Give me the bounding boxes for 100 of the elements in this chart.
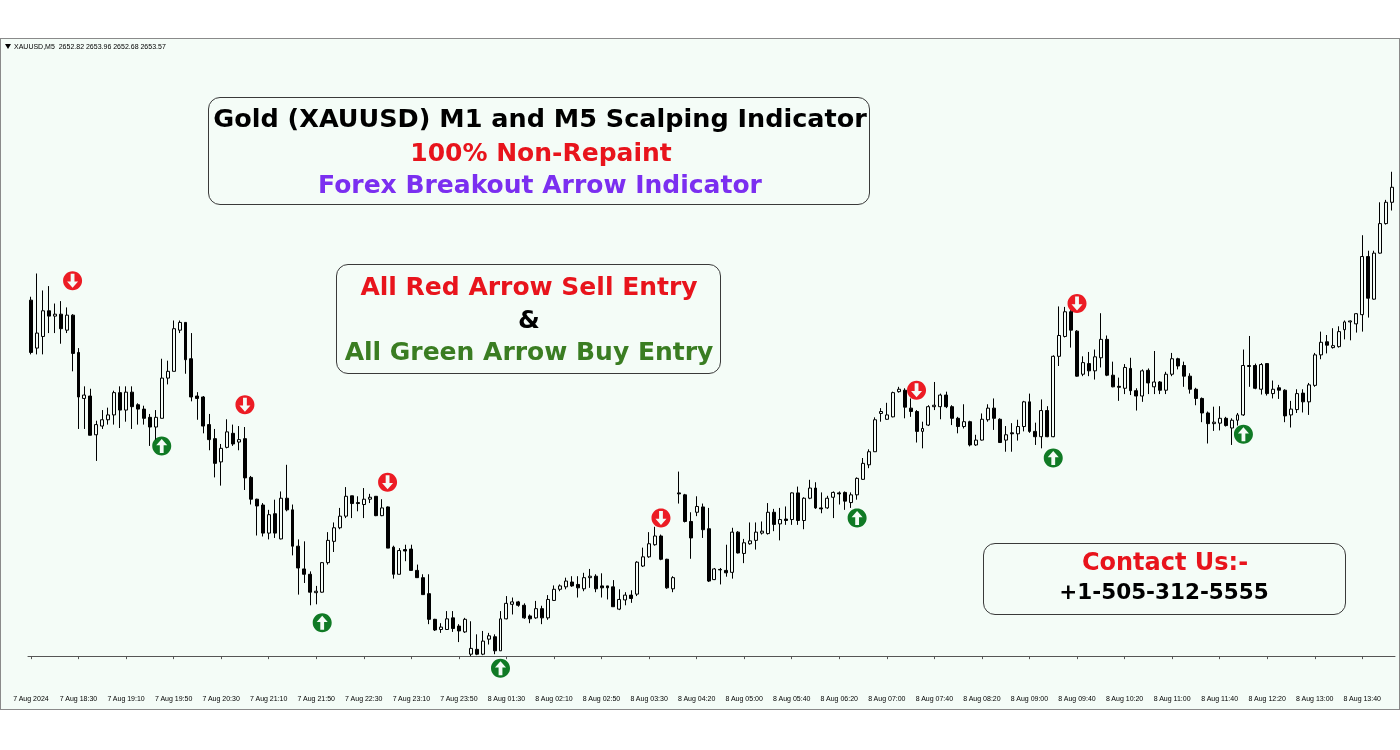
candlestick	[998, 417, 1002, 444]
candlestick	[1140, 368, 1144, 403]
candlestick	[814, 481, 817, 510]
candlestick	[237, 425, 241, 451]
candlestick	[1010, 422, 1014, 453]
candlestick	[374, 495, 378, 517]
candlestick	[653, 526, 657, 547]
candlestick	[1206, 411, 1210, 444]
candlestick	[1265, 362, 1269, 397]
point	[847, 508, 867, 528]
candlestick	[1152, 350, 1156, 395]
candlestick	[831, 490, 835, 519]
candlestick	[451, 610, 455, 633]
candlestick	[742, 538, 746, 564]
candlestick	[1099, 312, 1103, 368]
candlestick	[659, 534, 663, 561]
candlestick	[302, 540, 306, 584]
candlestick	[231, 424, 235, 447]
candlestick	[201, 395, 205, 434]
candlestick	[1366, 250, 1370, 319]
candlestick	[1051, 354, 1055, 438]
candlestick	[267, 509, 271, 540]
candlestick	[992, 397, 996, 431]
candlestick	[142, 405, 146, 426]
candlestick	[1319, 331, 1323, 360]
candlestick	[392, 545, 395, 580]
candlestick	[921, 421, 924, 449]
candlestick	[1164, 371, 1168, 395]
candlestick	[1212, 406, 1216, 432]
candlestick	[522, 602, 526, 620]
annotation: All Red Arrow Sell Entry	[360, 271, 698, 301]
candlestick	[53, 303, 57, 334]
candlestick	[724, 544, 728, 578]
candlestick	[819, 491, 823, 514]
candlestick	[1241, 349, 1245, 417]
candlestick	[1146, 367, 1150, 395]
candlestick	[255, 498, 259, 537]
candlestick	[558, 583, 562, 592]
candlestick	[219, 443, 223, 487]
candlestick	[861, 457, 865, 481]
candlestick	[1134, 387, 1138, 412]
candlestick	[796, 486, 800, 526]
candlestick	[291, 504, 294, 556]
candlestick	[665, 558, 669, 590]
candlestick	[855, 476, 859, 501]
candlestick	[184, 321, 187, 375]
candlestick	[588, 568, 592, 589]
candlestick	[356, 495, 360, 512]
point	[651, 508, 671, 528]
candlestick	[445, 610, 449, 631]
candlestick	[71, 313, 75, 372]
candlestick	[59, 300, 63, 345]
candlestick	[701, 503, 705, 539]
point	[312, 613, 332, 633]
candlestick	[1075, 329, 1079, 378]
candlestick	[683, 493, 687, 523]
candlestick	[867, 448, 871, 469]
candlestick	[344, 486, 348, 519]
candlestick	[493, 633, 497, 655]
point	[1067, 294, 1087, 314]
candlestick	[825, 495, 829, 510]
candlestick	[1093, 349, 1097, 381]
candlestick	[320, 561, 324, 594]
candlestick	[1384, 199, 1388, 226]
candlestick	[463, 617, 467, 634]
candlestick	[243, 426, 247, 491]
candlestick	[1295, 388, 1299, 414]
candlestick	[843, 490, 847, 511]
candlestick	[207, 413, 211, 451]
candlestick	[1039, 398, 1043, 449]
candlestick	[433, 618, 437, 632]
candlestick	[635, 560, 639, 597]
candlestick	[1325, 334, 1329, 354]
candlestick	[1028, 393, 1031, 434]
candlestick	[457, 623, 461, 643]
candlestick	[1063, 306, 1067, 338]
candlestick	[427, 573, 431, 625]
candlestick	[148, 413, 152, 447]
candlestick	[314, 585, 318, 605]
point	[152, 436, 172, 456]
candlestick	[1200, 396, 1204, 423]
candlestick	[380, 498, 384, 517]
candlestick	[1182, 361, 1186, 388]
candlestick	[166, 360, 170, 385]
candlestick	[623, 591, 627, 606]
candlestick	[77, 347, 80, 430]
annotation: All Green Arrow Buy Entry	[344, 336, 714, 366]
candlestick	[534, 600, 538, 620]
candlestick	[1170, 352, 1174, 377]
candlestick	[629, 589, 633, 604]
candlestick	[29, 296, 33, 355]
candlestick	[891, 391, 895, 418]
candlestick	[594, 573, 598, 593]
candlestick	[1331, 327, 1335, 350]
candlestick	[1230, 417, 1234, 446]
candlestick	[1378, 201, 1382, 255]
candlestick	[748, 521, 752, 546]
candlestick	[475, 633, 479, 656]
candlestick	[1117, 377, 1121, 402]
candlestick	[1004, 425, 1008, 453]
